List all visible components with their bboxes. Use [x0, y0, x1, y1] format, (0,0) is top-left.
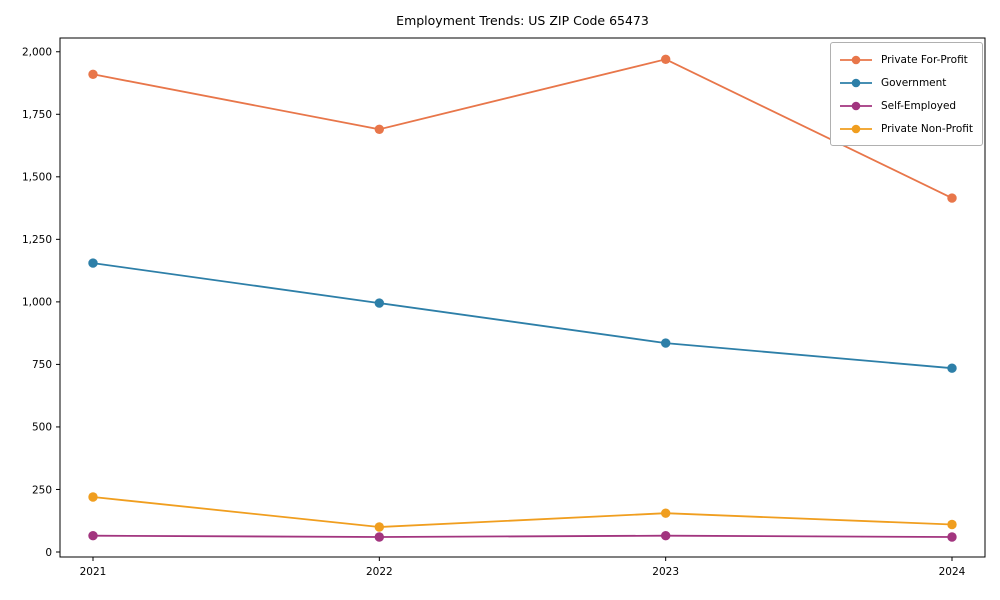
chart-title: Employment Trends: US ZIP Code 65473 — [396, 13, 649, 28]
legend-item-private-for-profit: Private For-Profit — [839, 48, 973, 71]
data-point-private-non-profit — [88, 492, 98, 502]
series-line-government — [92, 262, 953, 370]
y-tick-label: 2,000 — [22, 47, 52, 59]
y-tick-label: 1,500 — [22, 172, 52, 184]
y-tick-label: 0 — [45, 547, 52, 559]
legend-label: Self-Employed — [880, 99, 957, 112]
data-point-private-for-profit — [661, 54, 671, 64]
series-line-private-for-profit — [92, 58, 953, 199]
data-point-private-for-profit — [947, 193, 957, 203]
data-point-self-employed — [88, 531, 98, 541]
legend-sample-dot — [851, 101, 861, 110]
legend-sample-dot — [851, 78, 861, 87]
legend-item-private-non-profit: Private Non-Profit — [839, 117, 973, 140]
legend-sample-dot — [851, 55, 861, 64]
private-non-profit-legend-marker-icon — [839, 124, 872, 133]
legend-label: Private For-Profit — [880, 53, 968, 66]
y-tick-label: 750 — [32, 359, 52, 371]
legend-sample-dot — [851, 124, 861, 133]
y-tick-label: 500 — [32, 422, 52, 434]
legend-label: Private Non-Profit — [880, 122, 973, 135]
data-point-government — [374, 298, 384, 308]
x-tick-label: 2024 — [939, 566, 966, 578]
x-tick-label: 2022 — [366, 566, 393, 578]
data-point-self-employed — [374, 532, 384, 542]
data-point-private-for-profit — [374, 124, 384, 134]
series-line-self-employed — [92, 534, 953, 538]
data-point-private-non-profit — [661, 508, 671, 518]
government-legend-marker-icon — [839, 78, 872, 87]
y-tick-label: 250 — [32, 484, 52, 496]
axes-frame — [59, 37, 986, 558]
y-tick-label: 1,750 — [22, 109, 52, 121]
data-point-self-employed — [661, 531, 671, 541]
legend-label: Government — [880, 76, 947, 89]
series-line-private-non-profit — [92, 496, 953, 528]
data-point-self-employed — [947, 532, 957, 542]
data-point-government — [947, 363, 957, 373]
data-point-government — [661, 338, 671, 348]
x-tick-label: 2021 — [80, 566, 107, 578]
legend-item-self-employed: Self-Employed — [839, 94, 973, 117]
legend-item-government: Government — [839, 71, 973, 94]
x-tick-label: 2023 — [652, 566, 679, 578]
data-point-private-for-profit — [88, 69, 98, 80]
self-employed-legend-marker-icon — [839, 101, 872, 110]
y-tick-label: 1,000 — [22, 297, 52, 309]
legend: Private For-Profit Government Self-Employe… — [829, 42, 983, 146]
data-point-private-non-profit — [947, 519, 957, 530]
data-point-private-non-profit — [374, 522, 384, 532]
y-tick-label: 1,250 — [22, 234, 52, 246]
private-for-profit-legend-marker-icon — [839, 55, 872, 64]
data-point-government — [88, 258, 98, 268]
